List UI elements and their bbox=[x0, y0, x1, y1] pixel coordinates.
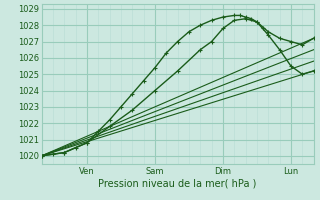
X-axis label: Pression niveau de la mer( hPa ): Pression niveau de la mer( hPa ) bbox=[99, 179, 257, 189]
